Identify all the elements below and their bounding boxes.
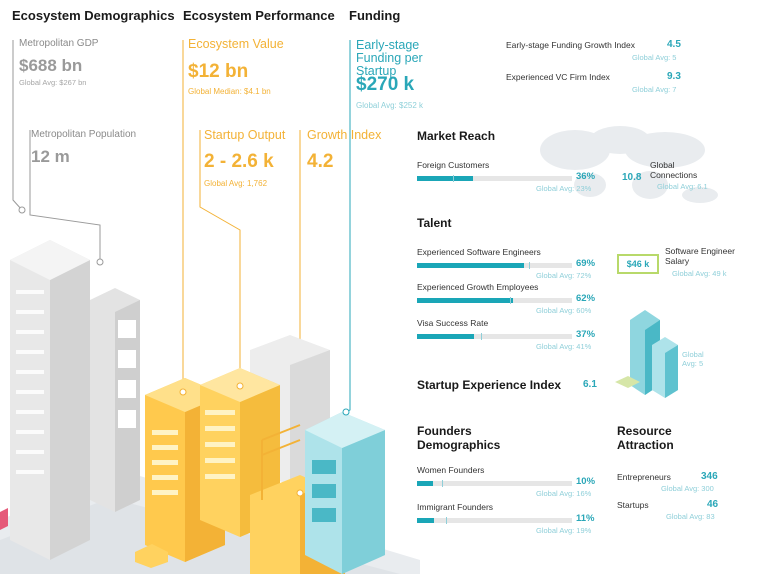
founders-bar-0 — [417, 480, 572, 487]
global-connections-global: Global Avg: 6.1 — [657, 182, 708, 191]
salary-value: $46 k — [626, 259, 650, 269]
funding-growth-global: Global Avg: 5 — [632, 53, 677, 62]
startup-output-global: Global Avg: 1,762 — [204, 179, 268, 188]
growth-index-value: 4.2 — [307, 151, 334, 172]
founders-pct-0: 10% — [576, 476, 596, 487]
growth-index-label: Growth Index — [307, 128, 382, 142]
talent-bar-0 — [417, 262, 572, 269]
ecosystem-value: $12 bn — [188, 61, 249, 82]
salary-global: Global Avg: 49 k — [672, 269, 727, 278]
entrepreneurs-label: Entrepreneurs — [617, 472, 671, 482]
global-connections-label: Global Connections — [650, 160, 698, 180]
ecosystem-value-label: Ecosystem Value — [188, 37, 284, 51]
talent-pct-0: 69% — [576, 258, 596, 269]
salary-label: Software Engineer Salary — [665, 246, 735, 266]
talent-label-2: Visa Success Rate — [417, 318, 489, 328]
talent-fill-0 — [417, 263, 524, 268]
building-global: Global Avg: 5 — [682, 350, 704, 368]
startup-output-value: 2 - 2.6 k — [204, 151, 274, 172]
founders-avg-mark-1 — [446, 517, 448, 524]
foreign-customers-fill — [417, 176, 473, 181]
market-reach-title: Market Reach — [417, 129, 496, 143]
startup-output-label: Startup Output — [204, 128, 286, 142]
ecosystem-value-global: Global Median: $4.1 bn — [188, 87, 271, 96]
foreign-customers-pct: 36% — [576, 171, 596, 182]
vc-index-global: Global Avg: 7 — [632, 85, 677, 94]
startups-global: Global Avg: 83 — [666, 512, 715, 521]
salary-card: $46 k — [617, 254, 659, 274]
foreign-customers-label: Foreign Customers — [417, 160, 490, 170]
founders-label-1: Immigrant Founders — [417, 502, 494, 512]
founders-fill-1 — [417, 518, 435, 523]
talent-pct-1: 62% — [576, 293, 596, 304]
talent-fill-1 — [417, 298, 514, 303]
header-demographics: Ecosystem Demographics — [12, 8, 175, 23]
talent-global-1: Global Avg: 60% — [536, 306, 592, 315]
header-performance: Ecosystem Performance — [183, 8, 335, 23]
talent-label-1: Experienced Growth Employees — [417, 282, 539, 292]
resource-title: Resource Attraction — [617, 424, 674, 452]
talent-avg-mark-0 — [528, 262, 530, 269]
founders-label-0: Women Founders — [417, 465, 485, 475]
talent-bar-2 — [417, 333, 572, 340]
talent-fill-2 — [417, 334, 475, 339]
talent-pct-2: 37% — [576, 329, 596, 340]
gdp-global: Global Avg: $267 bn — [19, 78, 87, 87]
founders-fill-0 — [417, 481, 433, 486]
founders-bar-1 — [417, 517, 572, 524]
foreign-customers-bar — [417, 175, 572, 182]
talent-global-0: Global Avg: 72% — [536, 271, 592, 280]
vc-index-value: 9.3 — [667, 71, 681, 82]
talent-global-2: Global Avg: 41% — [536, 342, 592, 351]
talent-avg-mark-2 — [480, 333, 482, 340]
founders-title: Founders Demographics — [417, 424, 501, 452]
entrepreneurs-value: 346 — [701, 471, 718, 482]
startups-label: Startups — [617, 500, 649, 510]
founders-avg-mark-0 — [441, 480, 443, 487]
foreign-customers-global: Global Avg: 23% — [536, 184, 592, 193]
population-label: Metropolitan Population — [31, 129, 137, 140]
vc-index-label: Experienced VC Firm Index — [506, 72, 610, 82]
header-funding: Funding — [349, 8, 401, 23]
talent-avg-mark-1 — [510, 297, 511, 304]
experience-title: Startup Experience Index — [417, 378, 562, 392]
talent-bar-1 — [417, 297, 572, 304]
experience-value: 6.1 — [583, 379, 597, 390]
funding-growth-value: 4.5 — [667, 39, 681, 50]
funding-growth-label: Early-stage Funding Growth Index — [506, 40, 635, 50]
foreign-customers-avg-mark — [452, 175, 454, 182]
founders-pct-1: 11% — [576, 513, 595, 524]
founders-global-1: Global Avg: 19% — [536, 526, 592, 535]
early-funding-label: Early-stage Funding per Startup — [356, 38, 423, 78]
early-funding-value: $270 k — [356, 74, 415, 95]
entrepreneurs-global: Global Avg: 300 — [661, 484, 714, 493]
early-funding-global: Global Avg: $252 k — [356, 101, 424, 110]
founders-global-0: Global Avg: 16% — [536, 489, 592, 498]
talent-title: Talent — [417, 216, 452, 230]
talent-label-0: Experienced Software Engineers — [417, 247, 541, 257]
gdp-label: Metropolitan GDP — [19, 38, 99, 49]
global-connections-value: 10.8 — [622, 172, 642, 183]
startups-value: 46 — [707, 499, 719, 510]
population-value: 12 m — [31, 147, 70, 166]
gdp-value: $688 bn — [19, 56, 83, 75]
